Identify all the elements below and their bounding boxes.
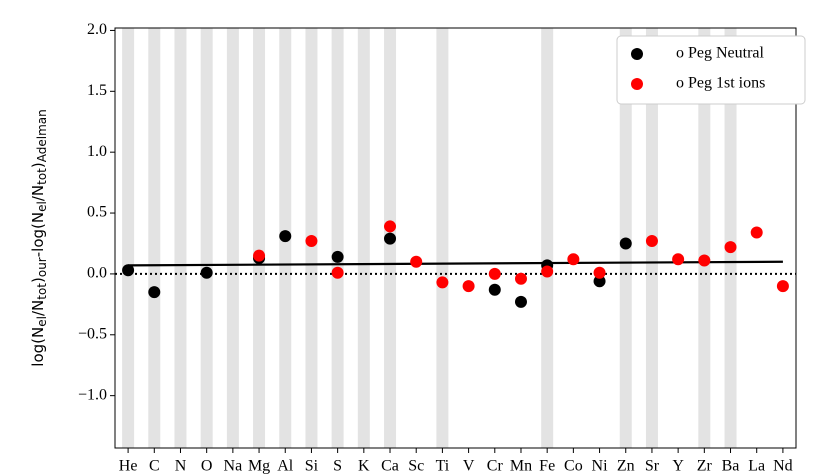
legend-label: o Peg 1st ions: [676, 75, 765, 92]
plot: [115, 220, 796, 308]
x-tick-label: N: [175, 458, 187, 475]
y-axis-label-part: ): [29, 277, 47, 283]
data-point: [200, 266, 213, 279]
y-tick-label: 2.0: [87, 21, 107, 38]
shade-band: [436, 28, 449, 448]
x-tick-label: Ca: [381, 458, 399, 475]
y-axis-label-part: ): [29, 162, 47, 168]
data-point: [593, 275, 606, 288]
legend-box: [616, 35, 806, 105]
data-point: [724, 241, 737, 254]
legend-marker: [631, 48, 643, 60]
shade-band: [226, 28, 239, 448]
fit-line: [128, 260, 783, 267]
axes-frame: [114, 27, 797, 449]
shade-band: [253, 28, 266, 448]
y-tick-label: 0.5: [87, 204, 107, 221]
data-point: [750, 226, 763, 239]
y-axis-label-part: tot: [35, 168, 49, 185]
shade-band: [200, 28, 213, 448]
data-point: [279, 230, 292, 243]
data-point: [384, 220, 397, 233]
x-tick-label: Ba: [722, 458, 740, 475]
data-point: [567, 253, 580, 266]
y-tick-label: 0.0: [87, 265, 107, 282]
x-tick-label: K: [358, 458, 370, 475]
y-axis-label-part: /N: [29, 185, 47, 201]
y-axis-label-part: el: [35, 201, 49, 212]
x-tick-label: Al: [277, 458, 294, 475]
shade-band: [331, 28, 344, 448]
data-point: [436, 276, 449, 289]
data-point: [384, 232, 397, 245]
data-point: [488, 267, 501, 280]
x-tick-label: Ni: [592, 458, 609, 475]
x-tick-label: Ti: [436, 458, 450, 475]
data-point: [645, 235, 658, 248]
x-tick-label: Nd: [773, 458, 793, 475]
y-axis-label-part: tot: [35, 283, 49, 300]
legend-marker: [631, 78, 643, 90]
data-point: [148, 286, 161, 299]
y-axis-label-part: our: [35, 257, 49, 277]
data-point: [122, 264, 135, 277]
data-point: [331, 266, 344, 279]
x-tick-label: La: [748, 458, 765, 475]
y-tick-label: 1.0: [87, 143, 107, 160]
y-tick-label: 1.5: [87, 82, 107, 99]
y-axis-label-part: -log(N: [29, 212, 47, 257]
x-tick-label: Sr: [645, 458, 660, 475]
x-tick-label: Y: [672, 458, 684, 475]
data-point: [305, 235, 318, 248]
data-point: [253, 249, 266, 262]
x-tick-label: He: [119, 458, 138, 475]
data-point: [672, 253, 685, 266]
y-axis-label-part: log(N: [29, 327, 47, 367]
data-point: [331, 250, 344, 263]
y-axis-label: log(Nel/Ntot)our-log(Nel/Ntot)Adelman: [29, 109, 49, 366]
shade-band: [148, 28, 161, 448]
legend-label: o Peg Neutral: [676, 45, 765, 62]
x-tick-label: S: [333, 458, 342, 475]
x-tick-label: V: [463, 458, 475, 475]
shade-band: [174, 28, 187, 448]
x-tick-label: Si: [305, 458, 319, 475]
y-axis-label-part: /N: [29, 300, 47, 316]
data-point: [462, 280, 475, 293]
x-tick-label: Mn: [510, 458, 532, 475]
legend: o Peg Neutral o Peg 1st ions: [616, 35, 806, 105]
x-tick-label: C: [149, 458, 160, 475]
data-point: [541, 265, 554, 278]
shade-band: [724, 28, 737, 448]
data-point: [514, 295, 527, 308]
y-axis-label-part: Adelman: [35, 109, 49, 162]
x-tick-label: Zn: [617, 458, 635, 475]
y-tick-label: −1.0: [78, 386, 107, 403]
data-point: [593, 266, 606, 279]
data-point: [488, 283, 501, 296]
x-tick-label: Cr: [487, 458, 504, 475]
x-tick-label: O: [201, 458, 213, 475]
x-tick-label: Fe: [539, 458, 555, 475]
data-point: [410, 255, 423, 268]
shade-band: [541, 28, 554, 448]
data-point: [698, 254, 711, 267]
x-tick-label: Co: [564, 458, 583, 475]
data-point: [619, 237, 632, 250]
x-tick-label: Mg: [248, 458, 270, 475]
background: [122, 28, 737, 448]
shade-band: [122, 28, 135, 448]
data-point: [514, 272, 527, 285]
x-tick-label: Sc: [408, 458, 424, 475]
data-point: [776, 280, 789, 293]
y-axis-label-part: el: [35, 316, 49, 327]
shade-band: [698, 28, 711, 448]
x-tick-label: Zr: [697, 458, 713, 475]
x-tick-label: Na: [224, 458, 243, 475]
shade-band: [357, 28, 370, 448]
y-tick-label: −0.5: [78, 325, 107, 342]
